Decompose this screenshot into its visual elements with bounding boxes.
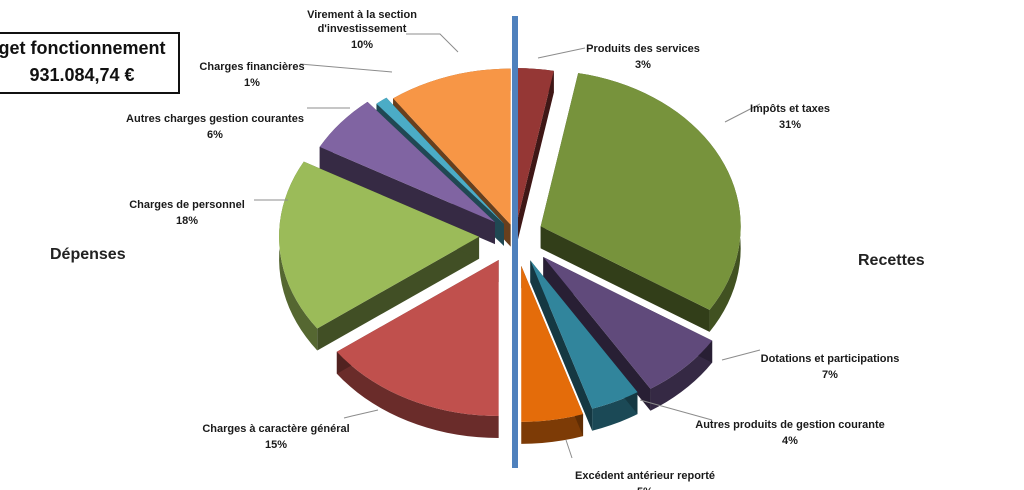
- slice-top-excedent-anterieur-reporte: [521, 265, 584, 422]
- slice-value-autres-charges-gestion-courantes: 6%: [207, 129, 223, 141]
- label-group-charges-a-caractere-general: Charges à caractère général 15%: [202, 423, 349, 451]
- slice-top-autres-charges-gestion-courantes: [319, 101, 495, 223]
- slice-top-autres-produits-de-gestion-courante: [530, 260, 638, 409]
- slice-label-virement-a-la-section-d-investissement: d'investissement: [318, 23, 407, 35]
- slice-value-excedent-anterieur-reporte: 5%: [637, 486, 653, 490]
- slice-produits-des-services: [516, 68, 554, 247]
- slice-edge-produits-des-services-1: [516, 70, 554, 247]
- budget-summary-box: get fonctionnement 931.084,74 €: [0, 32, 180, 94]
- slice-edge-charges-de-personnel-0: [317, 236, 480, 351]
- slice-label-produits-des-services: Produits des services: [586, 43, 700, 55]
- slice-edge-impots-et-taxes-1: [540, 226, 710, 332]
- slice-charges-a-caractere-general: [336, 260, 499, 439]
- label-group-autres-produits-de-gestion-courante: Autres produits de gestion courante 4%: [695, 419, 884, 447]
- slice-edge-autres-produits-de-gestion-courante-1: [530, 260, 593, 431]
- slice-autres-produits-de-gestion-courante: [530, 260, 638, 431]
- leader-autres-produits-de-gestion-courante: [639, 399, 713, 421]
- slice-top-virement-a-la-section-d-investissement: [393, 68, 511, 225]
- slice-top-charges-financieres: [376, 97, 504, 224]
- slice-value-charges-financieres: 1%: [244, 77, 260, 89]
- leader-charges-financieres: [299, 63, 393, 73]
- budget-amount: 931.084,74 €: [29, 65, 135, 85]
- slice-value-charges-de-personnel: 18%: [176, 215, 198, 227]
- slice-edge-dotations-et-participations-1: [543, 257, 651, 411]
- slice-label-autres-charges-gestion-courantes: Autres charges gestion courantes: [126, 113, 304, 125]
- slice-value-virement-a-la-section-d-investissement: 10%: [351, 39, 373, 51]
- slice-excedent-anterieur-reporte: [521, 265, 584, 444]
- slice-label-excedent-anterieur-reporte: Excédent antérieur reporté: [575, 470, 715, 482]
- leader-produits-des-services: [537, 47, 586, 59]
- slice-label-impots-et-taxes: Impôts et taxes: [750, 103, 830, 115]
- slice-label-charges-a-caractere-general: Charges à caractère général: [202, 423, 349, 435]
- slice-value-charges-a-caractere-general: 15%: [265, 439, 287, 451]
- slice-top-charges-a-caractere-general: [336, 260, 499, 417]
- slice-autres-charges-gestion-courantes: [319, 101, 495, 245]
- label-group-dotations-et-participations: Dotations et participations 7%: [761, 353, 900, 381]
- slice-charges-de-personnel: [279, 161, 480, 351]
- slice-labels: Virement à la section d'investissement 10%…: [126, 9, 899, 490]
- slice-top-charges-de-personnel: [279, 161, 480, 329]
- depenses-heading: Dépenses: [50, 246, 126, 263]
- slice-label-virement-a-la-section-d-investissement: Virement à la section: [307, 9, 417, 21]
- leader-virement-a-la-section-d-investissement: [406, 33, 459, 53]
- slice-label-charges-de-personnel: Charges de personnel: [129, 199, 245, 211]
- label-group-produits-des-services: Produits des services 3%: [586, 43, 700, 71]
- label-group-excedent-anterieur-reporte: Excédent antérieur reporté 5%: [575, 470, 715, 490]
- leader-charges-a-caractere-general: [343, 409, 379, 419]
- slice-value-impots-et-taxes: 31%: [779, 119, 801, 131]
- slice-value-produits-des-services: 3%: [635, 59, 651, 71]
- divider-bar: [512, 16, 518, 468]
- slice-side-excedent-anterieur-reporte: [521, 414, 584, 444]
- label-group-charges-de-personnel: Charges de personnel 18%: [129, 199, 245, 227]
- slice-top-dotations-et-participations: [543, 257, 713, 389]
- leader-impots-et-taxes: [724, 103, 761, 123]
- slice-label-autres-produits-de-gestion-courante: Autres produits de gestion courante: [695, 419, 884, 431]
- pie-slices: [279, 68, 741, 444]
- slice-value-autres-produits-de-gestion-courante: 4%: [782, 435, 798, 447]
- slice-dotations-et-participations: [543, 257, 713, 411]
- slice-side-charges-a-caractere-general: [336, 351, 499, 439]
- slice-value-dotations-et-participations: 7%: [822, 369, 838, 381]
- slice-impots-et-taxes: [540, 73, 741, 332]
- slice-side-autres-produits-de-gestion-courante: [592, 392, 638, 431]
- slice-side-dotations-et-participations: [650, 340, 713, 411]
- label-group-charges-financieres: Charges financières 1%: [199, 61, 304, 89]
- label-group-impots-et-taxes: Impôts et taxes 31%: [750, 103, 830, 131]
- slice-edge-autres-charges-gestion-courantes-0: [319, 146, 495, 245]
- slice-top-produits-des-services: [516, 68, 554, 225]
- slice-top-impots-et-taxes: [540, 73, 741, 310]
- slice-label-dotations-et-participations: Dotations et participations: [761, 353, 900, 365]
- budget-title: get fonctionnement: [0, 38, 166, 58]
- recettes-heading: Recettes: [858, 252, 925, 269]
- label-group-virement-a-la-section-d-investissement: Virement à la section d'investissement 10%: [307, 9, 417, 51]
- slice-label-charges-financieres: Charges financières: [199, 61, 304, 73]
- leader-lines: [254, 33, 761, 459]
- label-group-autres-charges-gestion-courantes: Autres charges gestion courantes 6%: [126, 113, 304, 141]
- leader-dotations-et-participations: [721, 349, 761, 361]
- leader-excedent-anterieur-reporte: [565, 439, 573, 459]
